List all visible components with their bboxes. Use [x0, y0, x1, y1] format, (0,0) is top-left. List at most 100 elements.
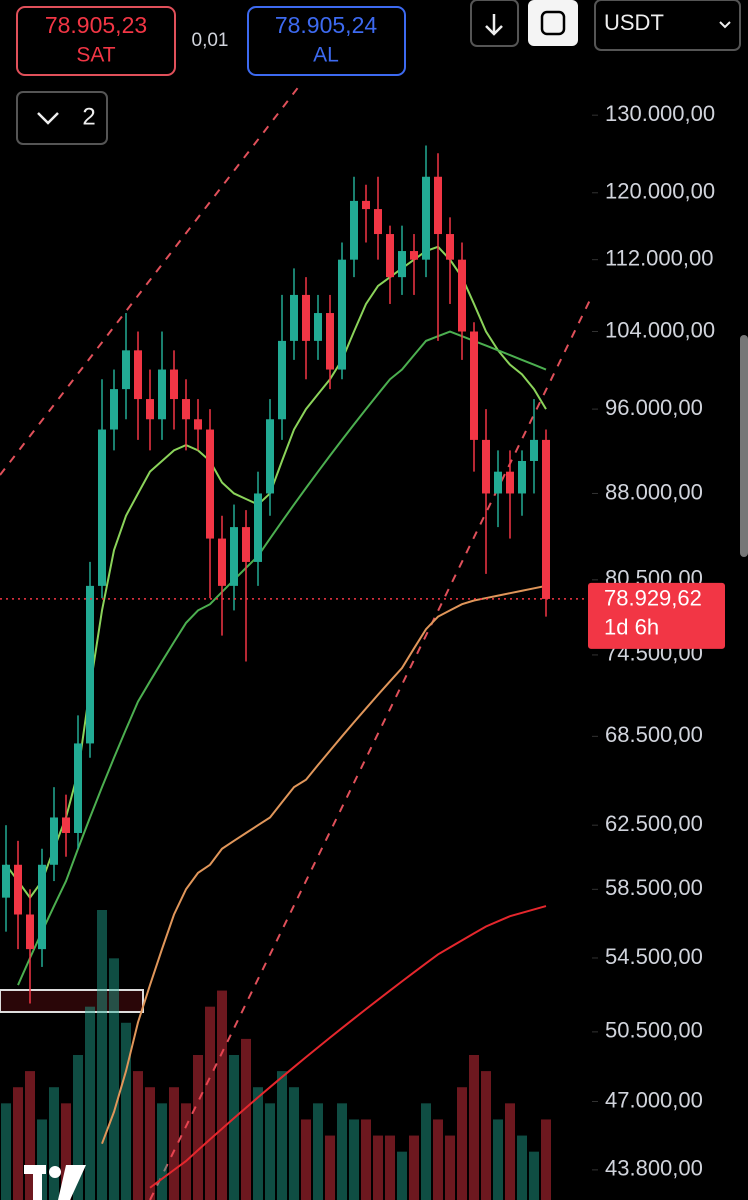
y-tick-label: 112.000,00: [605, 245, 713, 270]
indicators-count: 2: [82, 103, 95, 130]
candle-body: [254, 493, 262, 562]
volume-bar: [337, 1103, 347, 1200]
volume-bar: [301, 1119, 311, 1200]
candle-body: [110, 389, 118, 430]
volume-bar: [373, 1135, 383, 1200]
candle-body: [290, 294, 298, 341]
volume-bar: [133, 1071, 143, 1200]
fullscreen-button[interactable]: [528, 0, 578, 46]
volume-bar: [265, 1103, 275, 1200]
candle-body: [230, 527, 238, 586]
candle-body: [446, 234, 454, 260]
candle-body: [422, 176, 430, 260]
buy-price: 78.905,24: [275, 12, 378, 38]
y-tick-label: 68.500,00: [605, 722, 703, 747]
candle-body: [338, 259, 346, 370]
scrollbar: [740, 335, 748, 557]
candle-body: [62, 817, 70, 833]
y-tick-label: 47.000,00: [605, 1087, 703, 1112]
candle-body: [98, 429, 106, 586]
volume-bar: [97, 910, 107, 1200]
volume-bar: [229, 1055, 239, 1200]
volume-bar: [493, 1119, 503, 1200]
channel-line: [0, 84, 301, 476]
y-tick-label: 88.000,00: [605, 479, 703, 504]
currency-select[interactable]: [594, 0, 741, 51]
volume-bar: [25, 1071, 35, 1200]
channel-line: [149, 299, 591, 1200]
last-price: 78.929,62: [604, 586, 702, 611]
candle-body: [506, 471, 514, 494]
volume-bar: [325, 1135, 335, 1200]
volume-bar: [445, 1135, 455, 1200]
candle-body: [146, 399, 154, 420]
candle-body: [314, 313, 322, 341]
volume-bar: [421, 1103, 431, 1200]
volume-bar: [517, 1135, 527, 1200]
candle-body: [302, 294, 310, 341]
volume-bar: [1, 1103, 11, 1200]
y-tick-label: 62.500,00: [605, 811, 703, 836]
candle-body: [134, 350, 142, 400]
volume-bar: [181, 1103, 191, 1200]
volume-bar: [541, 1119, 551, 1200]
y-tick-label: 120.000,00: [605, 179, 715, 204]
volume-bar: [241, 1038, 251, 1200]
candle-body: [482, 439, 490, 494]
countdown: 1d 6h: [604, 615, 659, 640]
sell-button[interactable]: [16, 6, 176, 76]
candle-body: [158, 369, 166, 420]
logo: [24, 1165, 86, 1200]
volume-bar: [457, 1087, 467, 1200]
sell-label: SAT: [76, 44, 115, 67]
spread: 0,01: [192, 30, 229, 51]
candle-body: [170, 369, 178, 400]
volume-bar: [145, 1087, 155, 1200]
candle-body: [74, 743, 82, 833]
candle-body: [242, 527, 250, 562]
volume-bar: [85, 1006, 95, 1200]
indicators-toggle[interactable]: [16, 91, 108, 145]
volume-bar: [385, 1135, 395, 1200]
y-tick-label: 50.500,00: [605, 1018, 703, 1043]
candle-body: [434, 176, 442, 235]
y-tick-label: 58.500,00: [605, 875, 703, 900]
fullscreen-icon: [540, 10, 566, 36]
volume-bar: [61, 1103, 71, 1200]
candle-body: [410, 251, 418, 260]
volume-bar: [73, 1055, 83, 1200]
last-price-tag: [588, 582, 725, 649]
candle-body: [326, 313, 334, 370]
candle-body: [542, 439, 550, 599]
volume-bar: [505, 1103, 515, 1200]
candle-body: [278, 340, 286, 420]
sell-price: 78.905,23: [45, 12, 147, 38]
candle-body: [398, 251, 406, 278]
volume-bar: [49, 1087, 59, 1200]
chevron-icon: [37, 112, 59, 125]
volume-bar: [217, 990, 227, 1200]
volume-bar: [397, 1151, 407, 1200]
candle-body: [374, 209, 382, 235]
y-tick-label: 96.000,00: [605, 395, 703, 420]
volume-bar: [157, 1103, 167, 1200]
volume-bar: [169, 1087, 179, 1200]
candle-body: [494, 471, 502, 494]
volume-bar: [409, 1135, 419, 1200]
y-tick-label: 130.000,00: [605, 101, 715, 126]
volume-bar: [193, 1055, 203, 1200]
buy-button[interactable]: [247, 6, 406, 76]
volume-bar: [289, 1087, 299, 1200]
volume-bar: [529, 1151, 539, 1200]
candle-body: [206, 429, 214, 539]
volume-bar: [253, 1087, 263, 1200]
volume-bar: [277, 1071, 287, 1200]
candle-body: [470, 331, 478, 440]
volume-bar: [433, 1119, 443, 1200]
candle-body: [458, 259, 466, 332]
candle-body: [194, 419, 202, 430]
candle-body: [14, 864, 22, 915]
volume-bar: [205, 1006, 215, 1200]
